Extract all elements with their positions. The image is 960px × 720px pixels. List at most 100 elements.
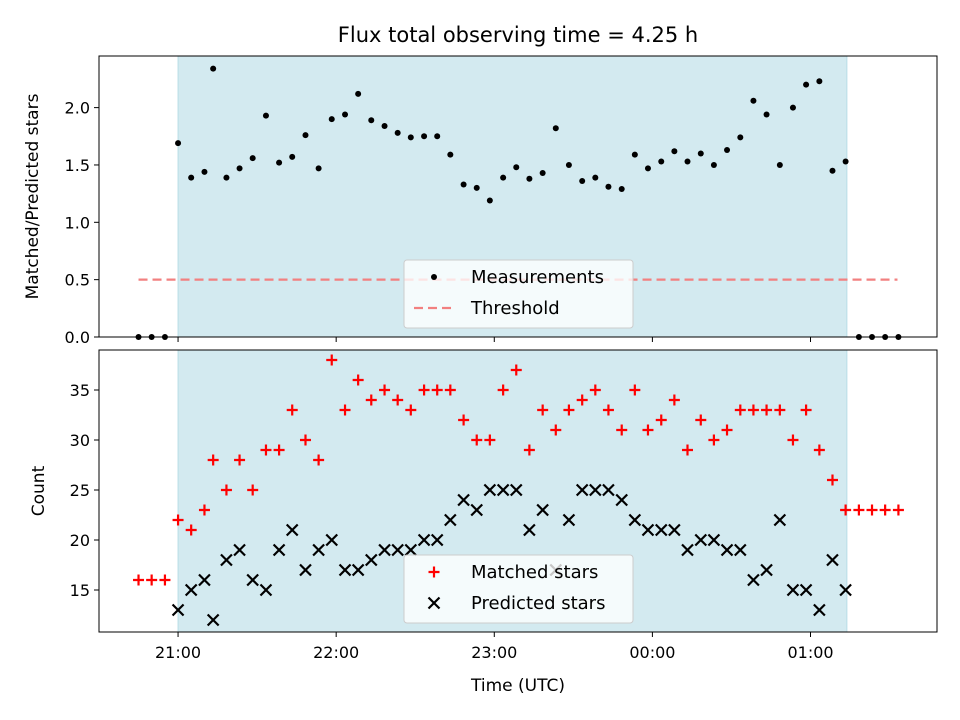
predicted-star-marker xyxy=(285,523,299,537)
x-tick-label: 21:00 xyxy=(155,643,201,662)
measurement-point xyxy=(276,159,283,166)
measurement-point xyxy=(201,168,208,175)
predicted-star-marker xyxy=(364,553,378,567)
matched-star-marker xyxy=(133,574,145,586)
predicted-star-marker xyxy=(641,523,655,537)
matched-star-marker xyxy=(668,394,680,406)
matched-star-marker xyxy=(313,454,325,466)
chart-title: Flux total observing time = 4.25 h xyxy=(338,23,698,47)
x-tick-label: 01:00 xyxy=(787,643,833,662)
matched-star-marker xyxy=(418,384,430,396)
x-tick-label: 00:00 xyxy=(629,643,675,662)
matched-star-marker xyxy=(892,504,904,516)
measurement-point xyxy=(565,161,572,168)
matched-star-marker xyxy=(602,404,614,416)
matched-star-marker xyxy=(629,384,641,396)
measurement-point xyxy=(500,174,507,181)
x-tick-label: 23:00 xyxy=(471,643,517,662)
legend-dot-swatch xyxy=(431,274,437,280)
predicted-star-marker xyxy=(233,543,246,557)
predicted-star-marker xyxy=(404,543,418,557)
measurement-point xyxy=(394,129,401,136)
legend-x-swatch xyxy=(427,596,441,610)
matched-star-marker xyxy=(787,434,799,446)
matched-star-marker xyxy=(642,424,654,436)
matched-star-marker xyxy=(589,384,601,396)
matched-star-marker xyxy=(563,404,575,416)
measurement-point xyxy=(355,90,362,97)
matched-star-marker xyxy=(185,524,197,536)
matched-star-marker xyxy=(444,384,456,396)
predicted-star-marker xyxy=(523,523,536,537)
measurement-point xyxy=(368,117,375,124)
measurement-point xyxy=(776,161,783,168)
measurement-point xyxy=(750,97,757,104)
measurement-point xyxy=(175,140,182,147)
series-predicted-stars xyxy=(171,483,852,627)
plot-frame xyxy=(98,55,938,338)
predicted-star-marker xyxy=(509,483,523,497)
matched-star-marker xyxy=(866,504,878,516)
measurement-point xyxy=(724,147,731,154)
matched-star-marker xyxy=(774,404,786,416)
predicted-star-marker xyxy=(760,563,773,577)
matched-star-marker xyxy=(365,394,377,406)
measurement-point xyxy=(289,153,296,160)
predicted-star-marker xyxy=(483,483,497,497)
measurement-point xyxy=(658,158,665,165)
legend-label: Predicted stars xyxy=(471,593,605,614)
predicted-star-marker xyxy=(457,493,470,507)
predicted-star-marker xyxy=(351,563,365,577)
predicted-star-marker xyxy=(246,573,259,587)
matched-star-marker xyxy=(260,444,272,456)
measurement-point xyxy=(526,175,533,182)
matched-star-marker xyxy=(326,354,338,366)
measurement-point xyxy=(188,174,195,181)
matched-star-marker xyxy=(207,454,219,466)
predicted-star-marker xyxy=(184,583,198,597)
y-tick-label: 2.0 xyxy=(65,99,90,118)
predicted-star-marker xyxy=(668,523,681,537)
matched-star-marker xyxy=(159,574,171,586)
matched-star-marker xyxy=(721,424,733,436)
y-axis-label: Matched/Predicted stars xyxy=(23,93,43,299)
measurement-point xyxy=(829,167,836,174)
matched-star-marker xyxy=(576,394,588,406)
matched-star-marker xyxy=(431,384,443,396)
measurement-point xyxy=(631,151,638,158)
predicted-star-marker xyxy=(786,583,800,597)
matched-star-marker xyxy=(510,364,522,376)
y-tick-label: 0.0 xyxy=(65,328,90,347)
matched-star-marker xyxy=(655,414,667,426)
matched-star-marker xyxy=(747,404,759,416)
matched-star-marker xyxy=(800,404,812,416)
predicted-star-marker xyxy=(734,543,747,557)
plot-frame xyxy=(98,349,938,633)
y-tick-label: 0.5 xyxy=(65,271,90,290)
predicted-star-marker xyxy=(325,533,339,547)
measurement-point xyxy=(486,197,493,204)
measurement-point xyxy=(803,81,810,88)
matched-star-marker xyxy=(458,414,470,426)
legend: Matched stars Predicted stars xyxy=(403,554,634,624)
measurement-point xyxy=(460,181,467,188)
predicted-star-marker xyxy=(747,573,760,587)
predicted-star-marker xyxy=(628,513,642,527)
legend-box xyxy=(403,554,634,624)
matched-star-marker xyxy=(761,404,773,416)
matched-star-marker xyxy=(497,384,509,396)
legend-plus-swatch xyxy=(428,566,440,578)
predicted-star-marker xyxy=(720,543,734,557)
predicted-star-marker xyxy=(562,513,576,527)
measurement-point xyxy=(684,158,691,165)
matched-star-marker xyxy=(840,504,852,516)
matched-star-marker xyxy=(146,574,158,586)
measurement-point xyxy=(236,165,243,172)
x-axis-label: Time (UTC) xyxy=(470,676,565,696)
measurement-point xyxy=(592,174,599,181)
measurement-point xyxy=(513,164,520,171)
measurement-point xyxy=(328,116,335,123)
predicted-star-marker xyxy=(813,603,826,617)
x-tick-label: 22:00 xyxy=(313,643,359,662)
y-tick-label: 35 xyxy=(70,381,90,400)
